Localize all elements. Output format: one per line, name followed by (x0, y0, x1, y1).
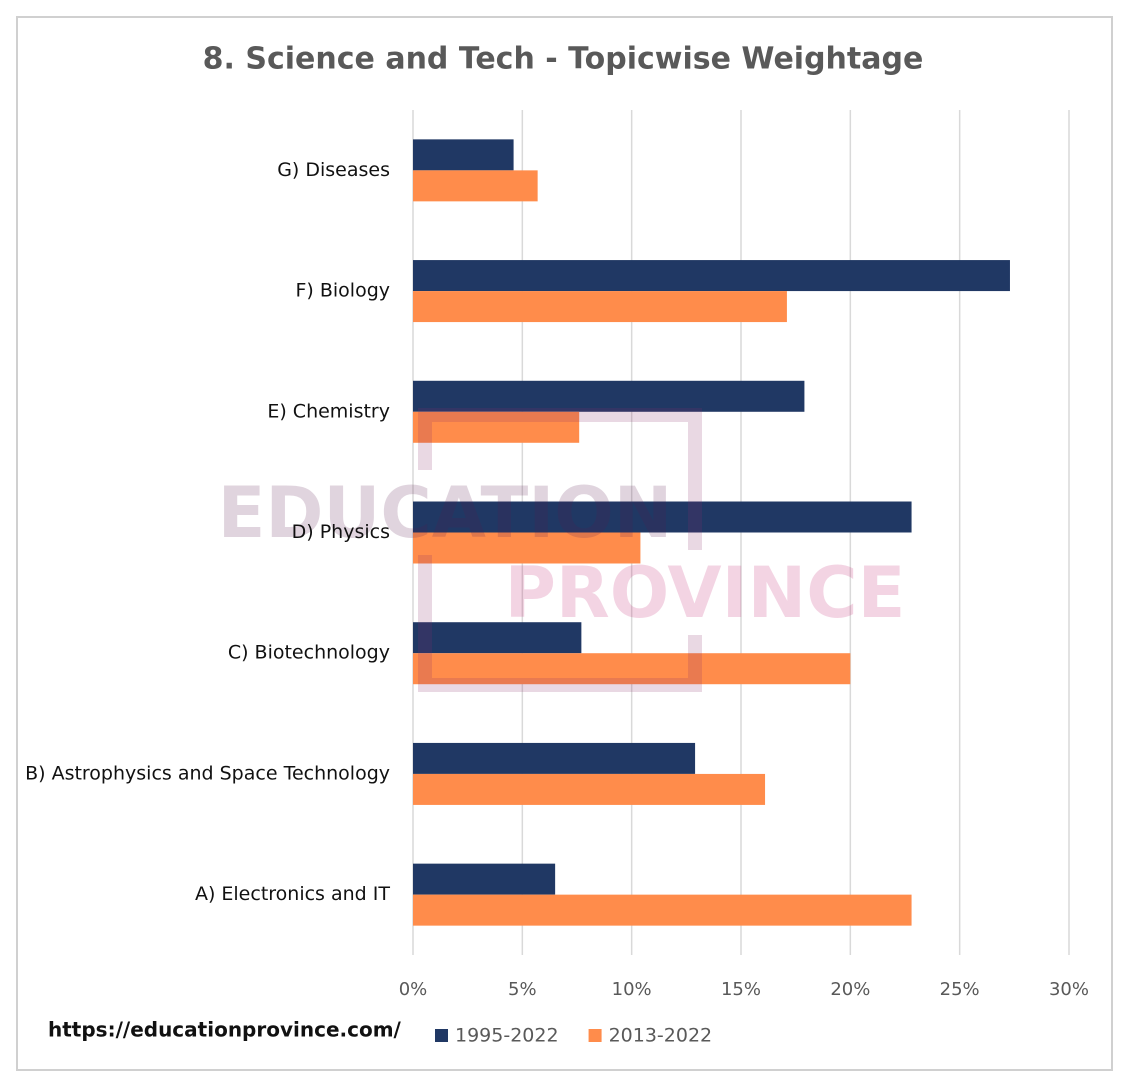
y-tick-label: B) Astrophysics and Space Technology (25, 762, 390, 784)
x-tick-label: 0% (399, 979, 428, 1000)
watermark-text: EDUCATION (218, 472, 673, 554)
bar (413, 260, 1010, 292)
x-tick-label: 20% (830, 979, 870, 1000)
legend-swatch (435, 1029, 448, 1042)
bars (413, 139, 1010, 926)
bar (413, 863, 556, 895)
legend-swatch (588, 1029, 602, 1042)
bar (413, 653, 851, 685)
x-tick-label: 15% (721, 979, 761, 1000)
y-tick-label: E) Chemistry (267, 400, 390, 422)
x-tick-label: 5% (508, 979, 537, 1000)
bar (413, 170, 538, 202)
y-tick-label: A) Electronics and IT (195, 883, 390, 905)
x-tick-label: 10% (612, 979, 652, 1000)
bar (413, 380, 805, 412)
legend-label: 2013-2022 (609, 1025, 713, 1047)
bar (413, 501, 912, 533)
bar (413, 532, 641, 564)
x-tick-label: 25% (940, 979, 980, 1000)
watermark-text: PROVINCE (505, 552, 906, 634)
y-tick-label: G) Diseases (277, 159, 390, 181)
y-tick-label: F) Biology (295, 280, 390, 302)
bar (413, 773, 766, 805)
bar (413, 411, 580, 443)
source-url: https://educationprovince.com/ (48, 1018, 402, 1042)
bar (413, 622, 582, 654)
bar (413, 291, 787, 323)
watermark: EDUCATION PROVINCE (218, 408, 906, 692)
watermark-frame (418, 408, 702, 692)
legend-label: 1995-2022 (455, 1025, 559, 1047)
y-tick-label: C) Biotechnology (228, 642, 390, 664)
y-tick-label: D) Physics (292, 521, 390, 543)
bar (413, 139, 514, 171)
bar (413, 742, 696, 774)
bar (413, 894, 912, 926)
chart-title: 8. Science and Tech - Topicwise Weightag… (203, 42, 924, 77)
x-tick-label: 30% (1049, 979, 1089, 1000)
